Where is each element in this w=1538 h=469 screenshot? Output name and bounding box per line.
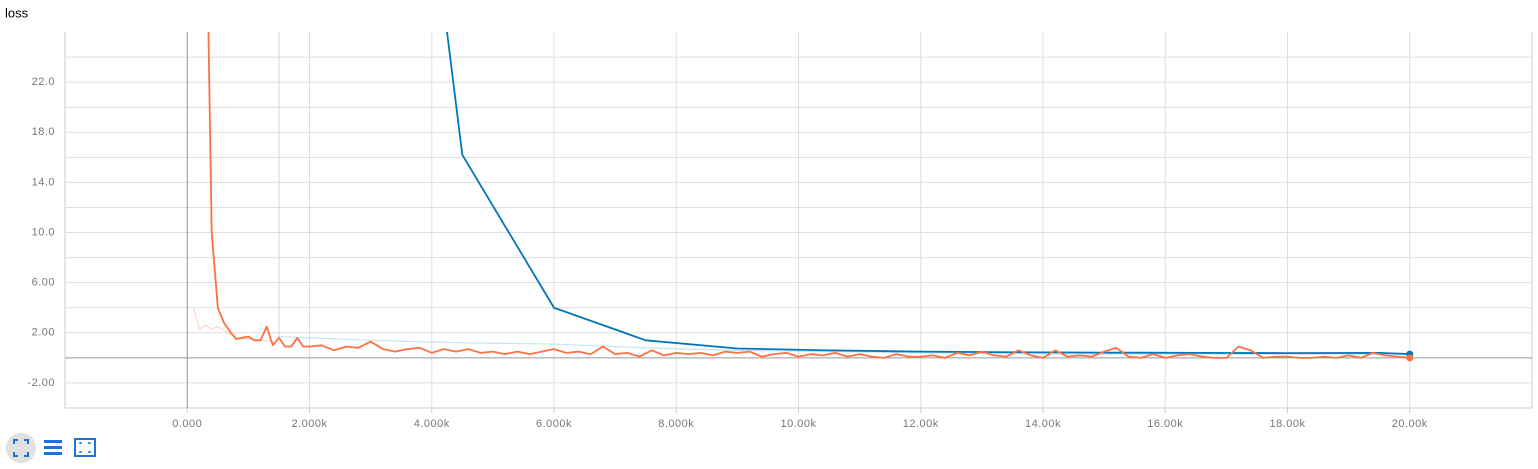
y-tick-label: 2.00 bbox=[32, 327, 55, 339]
y-tick-label: -2.00 bbox=[27, 377, 55, 389]
icon-frame bbox=[74, 438, 96, 457]
grid bbox=[64, 32, 1533, 413]
selection-button[interactable] bbox=[74, 438, 96, 457]
x-tick-label: 16.00k bbox=[1147, 418, 1183, 430]
icon-bar bbox=[44, 452, 62, 455]
icon-bar bbox=[44, 446, 62, 449]
series-line bbox=[278, 32, 1410, 355]
tick-labels: -2.00 2.00 6.00 10.0 14.0 18.0 22.0 0.000 2.000k… bbox=[27, 76, 1427, 430]
x-tick-label: 10.00k bbox=[780, 418, 816, 430]
end-marker bbox=[1406, 354, 1414, 362]
series-line bbox=[207, 32, 1410, 359]
x-tick-label: 2.000k bbox=[291, 418, 327, 430]
chart-title: loss bbox=[5, 5, 29, 20]
fit-domain-button[interactable] bbox=[6, 433, 36, 463]
x-tick-label: 20.00k bbox=[1392, 418, 1428, 430]
icon-corners bbox=[79, 442, 91, 453]
y-tick-label: 18.0 bbox=[32, 126, 55, 138]
icon-bar bbox=[44, 440, 62, 443]
x-tick-label: 12.00k bbox=[903, 418, 939, 430]
log-scale-button[interactable] bbox=[44, 440, 62, 455]
fit-domain-icon bbox=[13, 439, 29, 457]
toolbar bbox=[6, 433, 96, 463]
x-tick-label: 0.000 bbox=[172, 418, 202, 430]
y-tick-label: 6.00 bbox=[32, 277, 55, 289]
x-tick-label: 4.000k bbox=[414, 418, 450, 430]
x-tick-label: 8.000k bbox=[658, 418, 694, 430]
series-line bbox=[446, 32, 1410, 356]
y-tick-label: 10.0 bbox=[32, 226, 55, 238]
y-tick-label: 14.0 bbox=[32, 176, 55, 188]
x-tick-label: 6.000k bbox=[536, 418, 572, 430]
x-tick-label: 14.00k bbox=[1025, 418, 1061, 430]
y-tick-label: 22.0 bbox=[32, 76, 55, 88]
x-tick-label: 18.00k bbox=[1269, 418, 1305, 430]
plot-area bbox=[192, 32, 1410, 359]
